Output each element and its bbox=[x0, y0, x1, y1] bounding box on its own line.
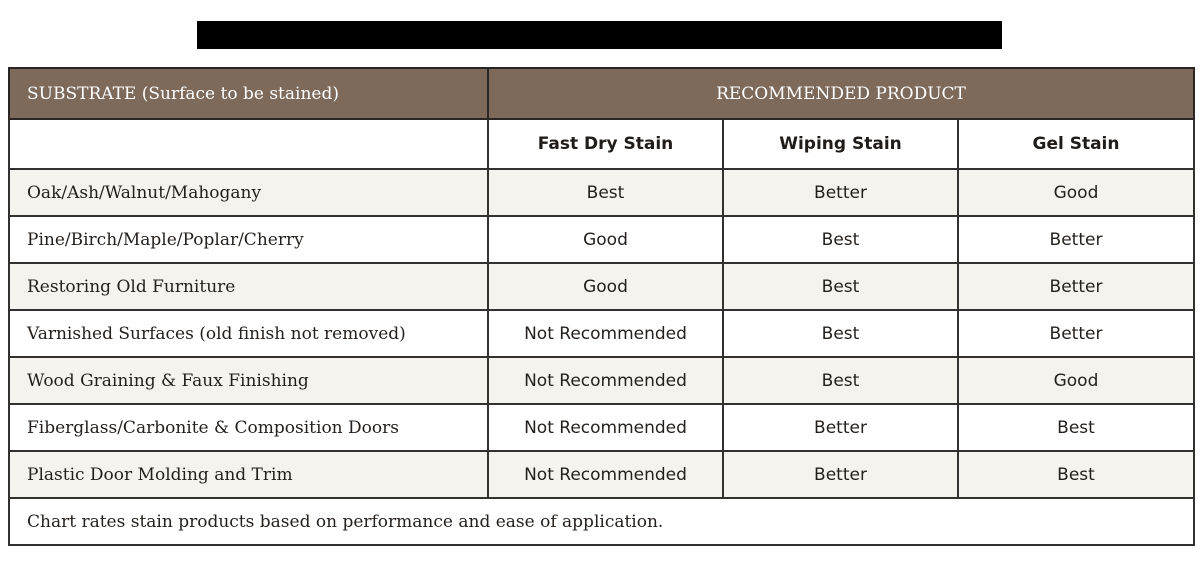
rating-cell: Not Recommended bbox=[487, 309, 724, 358]
substrate-header: SUBSTRATE (Surface to be stained) bbox=[8, 67, 489, 120]
product-header-fast-dry: Fast Dry Stain bbox=[487, 118, 724, 170]
rating-cell: Best bbox=[722, 309, 959, 358]
product-header-row: Fast Dry Stain Wiping Stain Gel Stain bbox=[8, 118, 1195, 170]
rating-cell: Better bbox=[957, 215, 1195, 264]
rating-cell: Best bbox=[487, 168, 724, 217]
rating-cell: Good bbox=[487, 215, 724, 264]
rating-cell: Best bbox=[722, 215, 959, 264]
rating-cell: Better bbox=[957, 309, 1195, 358]
rating-cell: Best bbox=[722, 356, 959, 405]
substrate-cell: Oak/Ash/Walnut/Mahogany bbox=[8, 168, 489, 217]
footnote-row: Chart rates stain products based on perf… bbox=[8, 497, 1195, 546]
empty-header-cell bbox=[8, 118, 489, 170]
table-row: Oak/Ash/Walnut/Mahogany Best Better Good bbox=[8, 168, 1195, 217]
table-row: Varnished Surfaces (old finish not remov… bbox=[8, 309, 1195, 358]
redacted-title-bar bbox=[197, 21, 1002, 49]
substrate-cell: Fiberglass/Carbonite & Composition Doors bbox=[8, 403, 489, 452]
product-header-wiping: Wiping Stain bbox=[722, 118, 959, 170]
rating-cell: Best bbox=[957, 450, 1195, 499]
rating-cell: Best bbox=[722, 262, 959, 311]
footnote: Chart rates stain products based on perf… bbox=[8, 497, 1195, 546]
rating-cell: Better bbox=[957, 262, 1195, 311]
rating-cell: Not Recommended bbox=[487, 356, 724, 405]
rating-cell: Better bbox=[722, 168, 959, 217]
substrate-cell: Wood Graining & Faux Finishing bbox=[8, 356, 489, 405]
product-header-gel: Gel Stain bbox=[957, 118, 1195, 170]
substrate-cell: Restoring Old Furniture bbox=[8, 262, 489, 311]
rating-cell: Better bbox=[722, 403, 959, 452]
table-row: Plastic Door Molding and Trim Not Recomm… bbox=[8, 450, 1195, 499]
substrate-cell: Varnished Surfaces (old finish not remov… bbox=[8, 309, 489, 358]
rating-cell: Good bbox=[487, 262, 724, 311]
table-row: Restoring Old Furniture Good Best Better bbox=[8, 262, 1195, 311]
stain-recommendation-table: SUBSTRATE (Surface to be stained) RECOMM… bbox=[8, 67, 1195, 546]
table-row: Pine/Birch/Maple/Poplar/Cherry Good Best… bbox=[8, 215, 1195, 264]
rating-cell: Good bbox=[957, 168, 1195, 217]
rating-cell: Not Recommended bbox=[487, 403, 724, 452]
recommended-product-header: RECOMMENDED PRODUCT bbox=[487, 67, 1195, 120]
rating-cell: Best bbox=[957, 403, 1195, 452]
substrate-cell: Pine/Birch/Maple/Poplar/Cherry bbox=[8, 215, 489, 264]
table-row: Wood Graining & Faux Finishing Not Recom… bbox=[8, 356, 1195, 405]
substrate-cell: Plastic Door Molding and Trim bbox=[8, 450, 489, 499]
header-row: SUBSTRATE (Surface to be stained) RECOMM… bbox=[8, 67, 1195, 120]
rating-cell: Not Recommended bbox=[487, 450, 724, 499]
rating-cell: Good bbox=[957, 356, 1195, 405]
table-row: Fiberglass/Carbonite & Composition Doors… bbox=[8, 403, 1195, 452]
rating-cell: Better bbox=[722, 450, 959, 499]
